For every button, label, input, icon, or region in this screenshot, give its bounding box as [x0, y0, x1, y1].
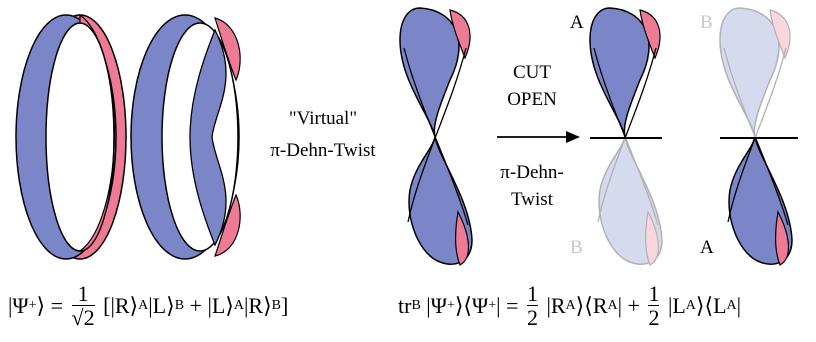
equation: |Ψ+⟩ = 1√2 [|R⟩A|L⟩B + |L⟩A|R⟩B]: [8, 282, 288, 329]
equation-text: |: [737, 293, 741, 319]
subsystem-label: A: [570, 12, 584, 33]
superscript: +: [447, 298, 455, 314]
equation-text: |L⟩: [148, 293, 174, 319]
subscript: A: [234, 298, 244, 314]
superscript: +: [488, 298, 496, 314]
equation-text: |R⟩: [244, 293, 272, 319]
equation-text: + |L⟩: [184, 293, 234, 319]
equation-text: ⟩ =: [37, 293, 69, 319]
numerator: 1: [648, 282, 659, 305]
equation-text: ⟩⟨Ψ: [455, 293, 488, 319]
subsystem-label: B: [570, 237, 583, 258]
equation-text: [|R⟩: [98, 293, 139, 319]
equation-text: ]: [281, 293, 288, 319]
ribbon-cut-b: [720, 8, 798, 265]
ribbon-cut-a: [590, 8, 662, 265]
ribbon-twisted: [400, 8, 472, 265]
subsystem-label: B: [700, 12, 713, 33]
numerator: 1: [527, 282, 538, 305]
label: π-Dehn-Twist: [270, 140, 376, 161]
equation-text: |Ψ: [421, 293, 447, 319]
label: CUT: [513, 62, 551, 83]
equation-text: |R: [541, 293, 566, 319]
subscript: A: [686, 298, 696, 314]
ribbon-virtual-twist: [131, 15, 240, 259]
superscript: +: [29, 298, 37, 314]
subscript: B: [411, 298, 420, 314]
subscript: A: [727, 298, 737, 314]
label: OPEN: [507, 89, 557, 110]
label: π-Dehn-: [500, 162, 563, 183]
equation-text: |Ψ: [8, 293, 29, 319]
denominator: 2: [527, 306, 538, 329]
denominator: √2: [72, 306, 95, 329]
subscript: B: [175, 298, 184, 314]
arrow: [497, 131, 580, 143]
equation-text: ⟩⟨R: [576, 293, 608, 319]
subsystem-label: A: [700, 237, 714, 258]
ribbon-ring: [16, 15, 126, 259]
numerator: 1: [78, 282, 89, 305]
equation-text: tr: [398, 293, 411, 319]
label: Twist: [511, 189, 554, 210]
equation-text: | +: [618, 293, 646, 319]
fraction: 1√2: [72, 282, 95, 329]
equation-text: | =: [496, 293, 524, 319]
subscript: A: [138, 298, 148, 314]
equation-text: ⟩⟨L: [696, 293, 727, 319]
subscript: A: [566, 298, 576, 314]
denominator: 2: [648, 306, 659, 329]
subscript: A: [608, 298, 618, 314]
equation-text: |L: [662, 293, 685, 319]
subscript: B: [272, 298, 281, 314]
label: "Virtual": [289, 108, 357, 129]
figure: "Virtual" π-Dehn-Twist CUT OPEN π-Dehn- …: [0, 0, 816, 342]
